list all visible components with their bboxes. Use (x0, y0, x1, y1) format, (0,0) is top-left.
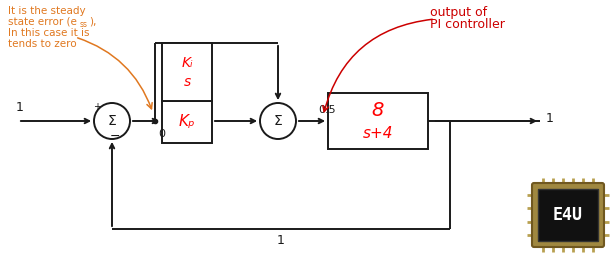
Text: ),: ), (89, 17, 96, 27)
Text: 0: 0 (158, 129, 165, 139)
Text: s: s (184, 75, 190, 89)
FancyBboxPatch shape (162, 101, 212, 143)
Ellipse shape (260, 103, 296, 139)
FancyBboxPatch shape (328, 93, 428, 149)
Text: Kₚ: Kₚ (179, 113, 195, 128)
Text: PI controller: PI controller (430, 18, 505, 31)
Ellipse shape (94, 103, 130, 139)
Text: 1: 1 (16, 101, 24, 114)
Text: It is the steady: It is the steady (8, 6, 85, 16)
Text: In this case it is: In this case it is (8, 28, 90, 38)
Text: +: + (93, 102, 101, 112)
Text: state error (e: state error (e (8, 17, 77, 27)
FancyBboxPatch shape (532, 183, 604, 247)
Text: Σ: Σ (107, 114, 117, 128)
Text: E4U: E4U (553, 206, 583, 224)
Text: Σ: Σ (274, 114, 282, 128)
Text: −: − (110, 130, 120, 142)
Text: s+4: s+4 (363, 126, 393, 141)
Text: ss: ss (80, 20, 88, 29)
FancyBboxPatch shape (538, 189, 598, 241)
Text: Kᵢ: Kᵢ (181, 56, 193, 70)
FancyBboxPatch shape (162, 43, 212, 101)
Text: 1: 1 (277, 234, 285, 247)
Text: 1: 1 (546, 112, 554, 126)
Text: 8: 8 (372, 100, 384, 119)
Text: tends to zero: tends to zero (8, 39, 77, 49)
Text: 0.5: 0.5 (318, 105, 336, 115)
Text: output of: output of (430, 6, 487, 19)
